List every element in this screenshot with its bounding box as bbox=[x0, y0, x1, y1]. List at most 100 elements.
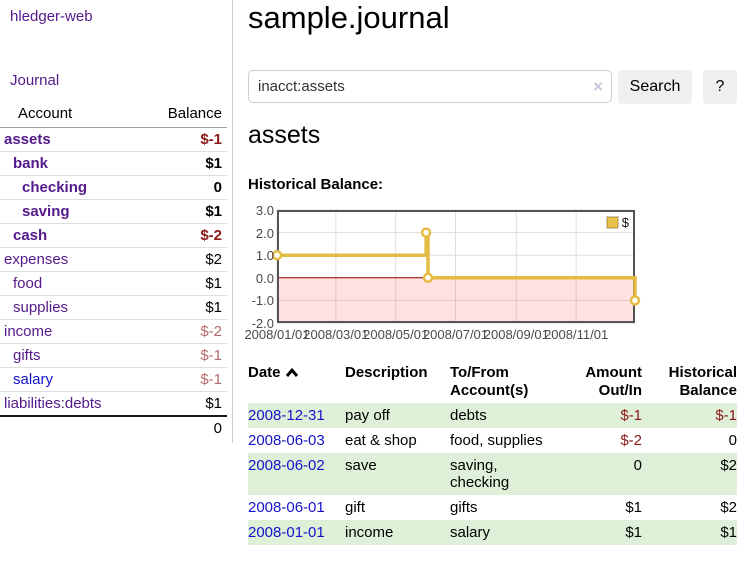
sidebar-account-link[interactable]: bank bbox=[13, 155, 49, 172]
sidebar-account-link[interactable]: salary bbox=[13, 371, 54, 388]
search-bar: × Search ? bbox=[248, 70, 737, 104]
account-row: saving $1 bbox=[0, 199, 227, 224]
register-balance: $2 bbox=[720, 499, 737, 516]
sidebar-account-link[interactable]: food bbox=[13, 275, 43, 292]
register-balance: $2 bbox=[720, 457, 737, 474]
register-row[interactable]: 2008-06-03 eat & shop food, supplies $-2 0 bbox=[248, 428, 737, 453]
sidebar-account-balance: $-2 bbox=[143, 319, 227, 344]
sidebar-account-link[interactable]: cash bbox=[13, 227, 48, 244]
historical-balance-chart: $ 3.0 2.0 1.0 0.0 -1.0 -2.0 2008/01/01 2008/03… bbox=[244, 203, 737, 348]
x-axis-tick-label: 2008/09/01 bbox=[483, 327, 549, 342]
sidebar-account-link[interactable]: liabilities:debts bbox=[4, 395, 102, 412]
account-row: cash $-2 bbox=[0, 223, 227, 248]
register-table: Date Description To/From Account(s) Amoun… bbox=[248, 362, 737, 545]
search-button[interactable]: Search bbox=[618, 70, 692, 104]
account-row: gifts $-1 bbox=[0, 343, 227, 368]
register-accounts: salary bbox=[450, 524, 491, 541]
register-header-accounts: To/From Account(s) bbox=[450, 364, 529, 399]
sidebar-account-link[interactable]: supplies bbox=[13, 299, 69, 316]
legend-label: $ bbox=[621, 215, 629, 230]
register-accounts: saving, checking bbox=[450, 457, 510, 491]
register-header-date[interactable]: Date bbox=[248, 362, 345, 403]
sidebar-account-balance: $-1 bbox=[143, 367, 227, 392]
clear-search-icon[interactable]: × bbox=[593, 76, 603, 96]
register-header-description: Description bbox=[345, 364, 428, 381]
account-row: salary $-1 bbox=[0, 367, 227, 392]
x-axis-tick-label: 2008/05/01 bbox=[363, 327, 429, 342]
register-description: gift bbox=[345, 499, 366, 516]
account-row: bank $1 bbox=[0, 151, 227, 176]
accounts-table: Account Balance assets $-1 bank $1 checking 0… bbox=[0, 103, 227, 440]
help-button[interactable]: ? bbox=[703, 70, 737, 104]
register-accounts: gifts bbox=[450, 499, 478, 516]
sidebar-account-balance: $1 bbox=[143, 391, 227, 416]
register-accounts: food, supplies bbox=[450, 432, 543, 449]
accounts-total-row: 0 bbox=[0, 415, 227, 440]
register-date-link[interactable]: 2008-06-03 bbox=[248, 432, 325, 449]
sidebar-item-journal[interactable]: Journal bbox=[10, 72, 60, 89]
search-input[interactable] bbox=[249, 71, 611, 102]
register-date-link[interactable]: 2008-12-31 bbox=[248, 407, 325, 424]
register-row[interactable]: 2008-12-31 pay off debts $-1 $-1 bbox=[248, 403, 737, 428]
sidebar-account-link[interactable]: gifts bbox=[13, 347, 41, 364]
register-header-balance: Historical Balance bbox=[668, 364, 737, 399]
account-row: food $1 bbox=[0, 271, 227, 296]
account-heading: assets bbox=[248, 121, 321, 149]
sidebar-account-balance: $-1 bbox=[200, 131, 222, 148]
register-row[interactable]: 2008-01-01 income salary $1 $1 bbox=[248, 520, 737, 545]
main-content: sample.journal × Search ? assets Histori… bbox=[244, 0, 737, 582]
account-row: expenses $2 bbox=[0, 247, 227, 272]
register-date-link[interactable]: 2008-06-01 bbox=[248, 499, 325, 516]
accounts-total-value: 0 bbox=[143, 415, 227, 440]
sidebar-account-balance: $-1 bbox=[143, 343, 227, 368]
y-axis-tick-label: -1.0 bbox=[251, 293, 274, 309]
sidebar-divider bbox=[232, 0, 233, 443]
register-description: income bbox=[345, 524, 394, 541]
chart-legend: $ bbox=[605, 215, 629, 230]
register-row[interactable]: 2008-06-01 gift gifts $1 $2 bbox=[248, 495, 737, 520]
register-description: pay off bbox=[345, 407, 390, 424]
sidebar-account-balance: 0 bbox=[143, 175, 227, 200]
account-row: supplies $1 bbox=[0, 295, 227, 320]
register-amount: $-2 bbox=[620, 432, 642, 449]
register-date-link[interactable]: 2008-01-01 bbox=[248, 524, 325, 541]
sidebar-account-link[interactable]: expenses bbox=[4, 251, 69, 268]
register-balance: $-1 bbox=[715, 407, 737, 424]
accounts-header-account: Account bbox=[0, 103, 144, 128]
account-row: checking 0 bbox=[0, 175, 227, 200]
y-axis-tick-label: 1.0 bbox=[255, 248, 274, 264]
sidebar-account-balance: $1 bbox=[143, 295, 227, 320]
account-row: income $-2 bbox=[0, 319, 227, 344]
y-axis-tick-label: 2.0 bbox=[255, 225, 274, 241]
sidebar-account-balance: $1 bbox=[143, 199, 227, 224]
accounts-header-balance: Balance bbox=[143, 103, 227, 128]
register-description: eat & shop bbox=[345, 432, 417, 449]
legend-swatch-icon bbox=[605, 216, 619, 229]
account-row: assets $-1 bbox=[0, 128, 227, 152]
chart-plot-area: $ bbox=[271, 209, 641, 324]
register-balance: $1 bbox=[720, 524, 737, 541]
sidebar-account-link[interactable]: saving bbox=[22, 203, 70, 220]
sidebar: hledger-web Journal Account Balance asse… bbox=[0, 0, 233, 450]
x-axis-tick-label: 2008/03/01 bbox=[303, 327, 369, 342]
sidebar-account-link[interactable]: assets bbox=[4, 131, 51, 148]
x-axis-tick-label: 2008/11/01 bbox=[544, 327, 609, 342]
register-header-amount: Amount Out/In bbox=[585, 364, 642, 399]
sidebar-account-balance: $2 bbox=[143, 247, 227, 272]
sidebar-account-balance: $1 bbox=[143, 271, 227, 296]
register-amount: $-1 bbox=[620, 407, 642, 424]
register-row[interactable]: 2008-06-02 save saving, checking 0 $2 bbox=[248, 453, 737, 495]
register-header-row: Date Description To/From Account(s) Amoun… bbox=[248, 362, 737, 403]
x-axis-tick-label: 2008/07/01 bbox=[422, 327, 489, 342]
sidebar-account-link[interactable]: checking bbox=[22, 179, 88, 196]
register-date-link[interactable]: 2008-06-02 bbox=[248, 457, 325, 474]
register-amount: $1 bbox=[625, 499, 642, 516]
page-title: sample.journal bbox=[248, 0, 450, 35]
app-title-link[interactable]: hledger-web bbox=[10, 8, 93, 25]
sidebar-account-balance: $1 bbox=[143, 151, 227, 176]
sidebar-account-link[interactable]: income bbox=[4, 323, 53, 340]
y-axis-tick-label: 3.0 bbox=[255, 203, 274, 218]
x-axis-tick-label: 2008/01/01 bbox=[244, 327, 310, 342]
search-input-wrap: × bbox=[248, 70, 612, 103]
y-axis-tick-label: 0.0 bbox=[255, 270, 274, 286]
